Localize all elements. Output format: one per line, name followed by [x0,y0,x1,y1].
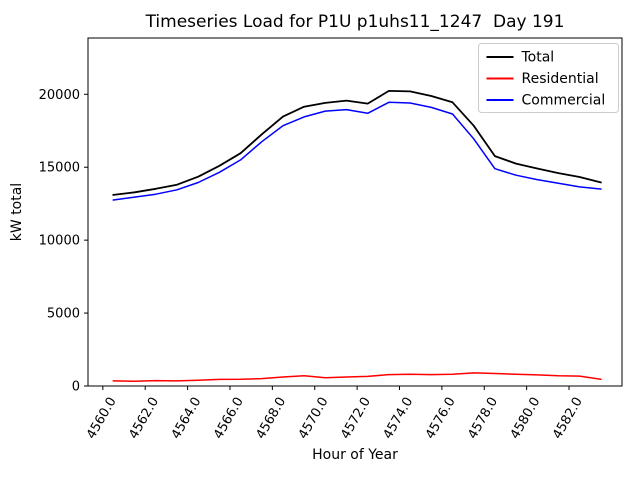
x-tick-label: 4564.0 [169,395,205,442]
y-tick-label: 15000 [39,161,80,176]
x-tick-label: 4572.0 [338,395,374,442]
chart-title: Timeseries Load for P1U p1uhs11_1247 Day… [145,12,565,32]
legend-label-residential: Residential [522,71,599,87]
x-tick-label: 4574.0 [381,395,417,442]
legend-box [478,43,619,113]
x-tick-label: 4580.0 [508,395,544,442]
x-tick-label: 4566.0 [211,395,247,442]
axes-frame [87,37,623,387]
x-tick-label: 4576.0 [423,395,459,442]
x-axis-label: Hour of Year [312,447,398,463]
series-line-commercial [112,101,602,201]
x-tick-label: 4568.0 [253,395,289,442]
legend-label-total: Total [521,50,555,66]
series-line-total [112,90,602,196]
x-tick-label: 4578.0 [465,395,501,442]
x-tick-label: 4560.0 [84,395,120,442]
series-line-residential [112,372,602,382]
x-tick-label: 4562.0 [126,395,162,442]
y-tick-label: 10000 [39,234,80,249]
x-tick-label: 4570.0 [296,395,332,442]
y-tick-label: 5000 [47,307,80,322]
legend-label-commercial: Commercial [522,93,606,109]
x-tick-label: 4582.0 [550,395,586,442]
y-tick-label: 20000 [39,88,80,103]
y-tick-label: 0 [72,380,80,395]
